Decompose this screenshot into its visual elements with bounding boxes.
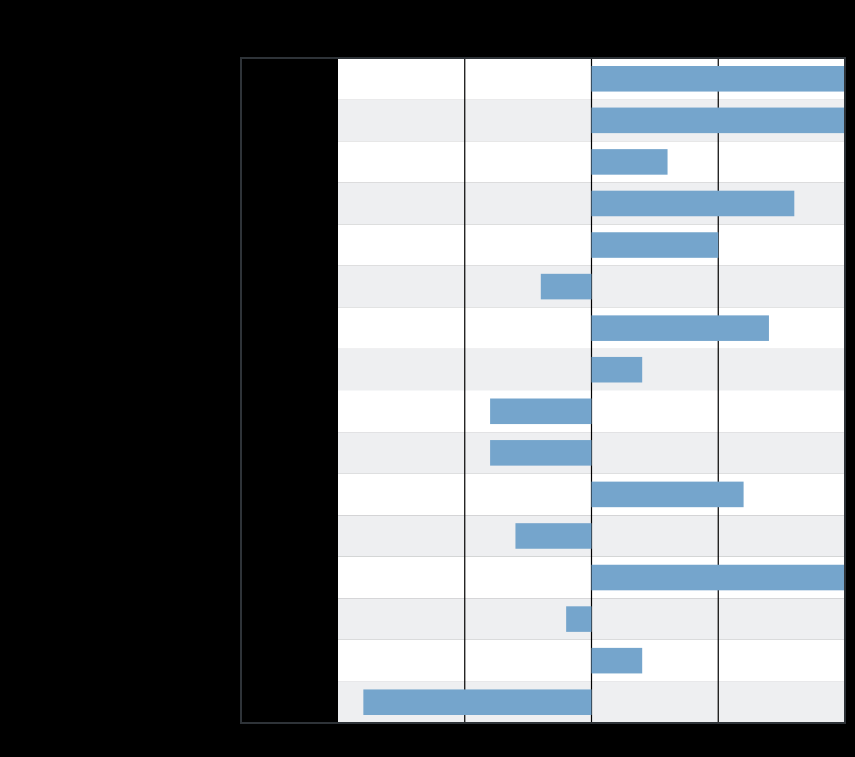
- bar: [540, 273, 592, 300]
- bar: [591, 107, 845, 134]
- bar: [591, 149, 668, 175]
- bar: [515, 523, 592, 549]
- bar: [591, 564, 845, 591]
- bar: [591, 66, 845, 92]
- row-bands: [241, 58, 845, 723]
- bar: [591, 190, 795, 217]
- bar: [591, 315, 769, 341]
- bar: [591, 647, 643, 674]
- bars: [363, 66, 845, 715]
- bar: [591, 481, 744, 508]
- bar: [363, 689, 592, 715]
- frame-border: [240, 57, 846, 724]
- bar: [490, 440, 592, 466]
- bar: [566, 606, 592, 632]
- bar: [591, 356, 643, 383]
- bar: [591, 232, 719, 258]
- label-column: [241, 58, 338, 723]
- plot-frame: [240, 57, 846, 724]
- bar: [490, 398, 592, 425]
